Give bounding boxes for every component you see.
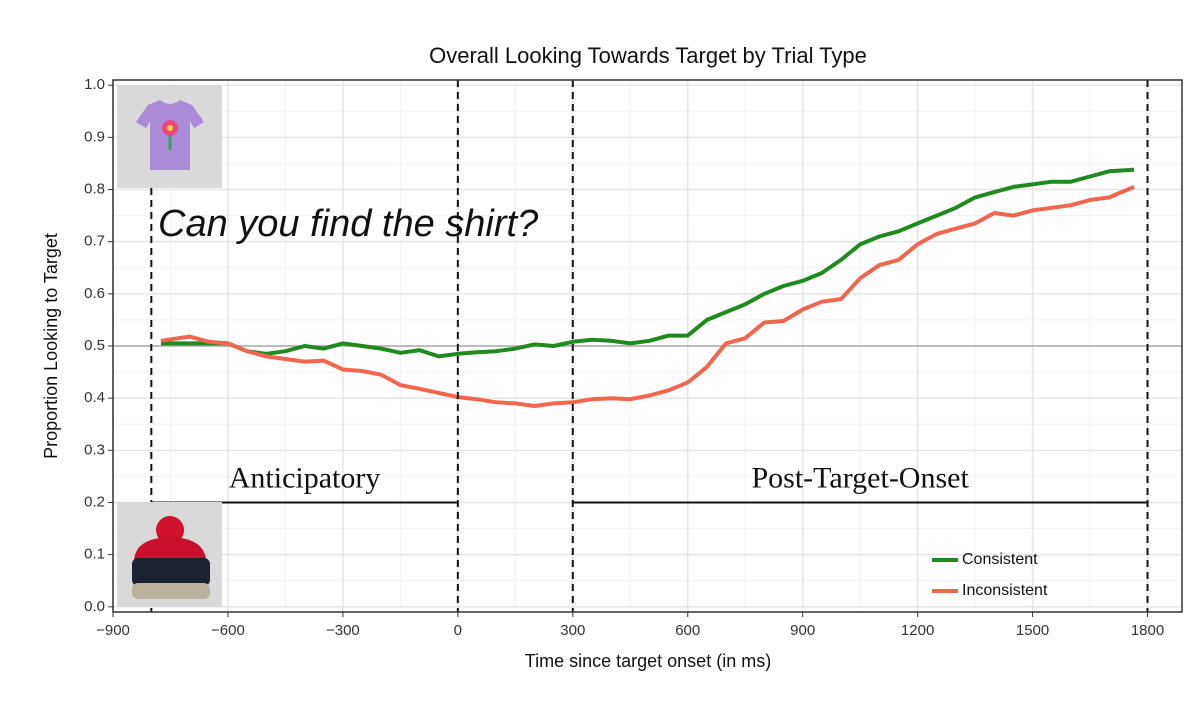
period-label: Anticipatory — [229, 461, 381, 494]
y-axis-label: Proportion Looking to Target — [41, 233, 61, 459]
x-tick-label: 0 — [454, 622, 462, 639]
y-tick-label: 0.9 — [84, 128, 105, 145]
series-line — [160, 185, 1135, 408]
y-tick-label: 0.8 — [84, 180, 105, 197]
x-tick-label: 1800 — [1131, 622, 1164, 639]
y-tick-label: 0.2 — [84, 493, 105, 510]
y-tick-label: 1.0 — [84, 76, 105, 93]
y-tick-label: 0.6 — [84, 285, 105, 302]
x-tick-label: −900 — [96, 622, 130, 639]
y-tick-label: 0.3 — [84, 441, 105, 458]
x-tick-label: 900 — [790, 622, 815, 639]
x-axis-label: Time since target onset (in ms) — [525, 651, 771, 671]
legend-label: Consistent — [962, 551, 1038, 568]
chart-title: Overall Looking Towards Target by Trial … — [429, 43, 867, 68]
period-label: Post-Target-Onset — [751, 461, 969, 494]
plot-frame — [112, 79, 1183, 613]
x-tick-label: −600 — [211, 622, 245, 639]
x-tick-label: 1200 — [901, 622, 934, 639]
pictures — [117, 85, 222, 607]
hat-image — [117, 502, 222, 607]
legend-label: Inconsistent — [962, 582, 1048, 599]
y-tick-label: 0.0 — [84, 598, 105, 615]
y-tick-label: 0.4 — [84, 389, 105, 406]
x-tick-label: 600 — [675, 622, 700, 639]
x-tick-label: 1500 — [1016, 622, 1049, 639]
x-tick-label: −300 — [326, 622, 360, 639]
x-tick-label: 300 — [560, 622, 585, 639]
y-tick-label: 0.7 — [84, 233, 105, 250]
annotation: Can you find the shirt? — [158, 203, 539, 245]
plot-area: −900 −600 −300 0 300 600 900 1200 1500 1800 0.0 0.1… — [84, 76, 1183, 639]
y-tick-label: 0.1 — [84, 546, 105, 563]
shirt-image — [117, 85, 222, 188]
series-line — [160, 167, 1135, 359]
y-tick-label: 0.5 — [84, 337, 105, 354]
